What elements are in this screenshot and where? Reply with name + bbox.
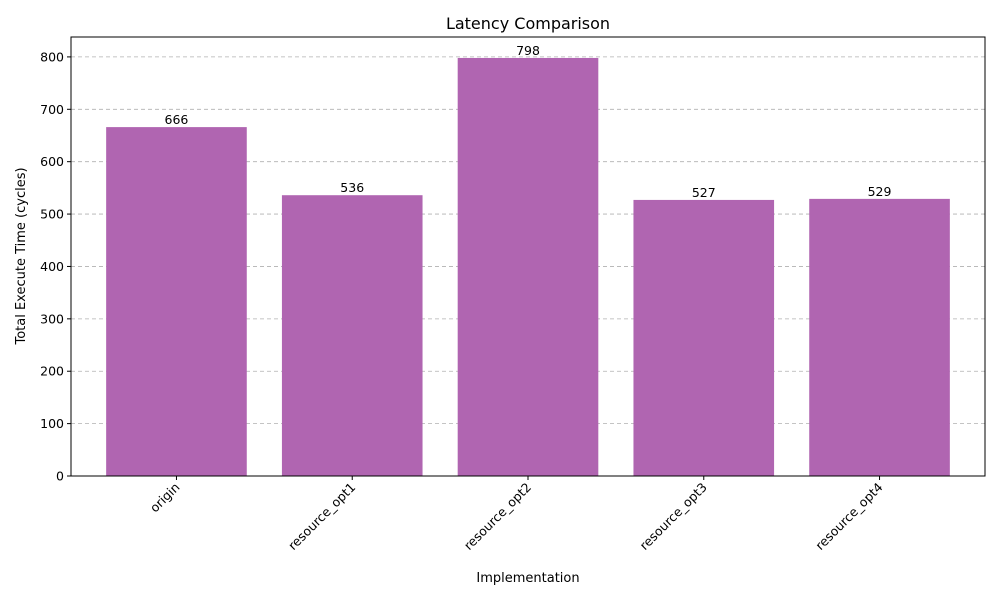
y-tick-label: 500 (40, 207, 64, 222)
data-label-resource_opt2: 798 (516, 43, 540, 58)
x-tick-label-resource_opt4: resource_opt4 (812, 479, 885, 552)
data-label-resource_opt4: 529 (868, 184, 892, 199)
bar-origin (106, 127, 247, 476)
x-tick-label-resource_opt1: resource_opt1 (285, 480, 358, 553)
bar-resource_opt2 (457, 57, 599, 477)
data-label-resource_opt1: 536 (340, 180, 364, 195)
x-axis-label: Implementation (476, 571, 579, 586)
y-tick-label: 0 (56, 469, 64, 484)
data-labels: 666 536 798 527 529 (165, 43, 892, 200)
y-tick-label: 300 (40, 311, 64, 326)
bar-resource_opt4 (809, 198, 950, 476)
data-label-origin: 666 (165, 112, 189, 127)
x-axis-ticks: origin resource_opt1 resource_opt2 resource… (147, 476, 886, 553)
data-label-resource_opt3: 527 (692, 185, 716, 200)
y-tick-label: 400 (40, 259, 64, 274)
x-tick-label-origin: origin (147, 480, 183, 516)
bars (106, 57, 950, 477)
x-tick-label-resource_opt2: resource_opt2 (461, 480, 534, 553)
bar-resource_opt3 (633, 199, 775, 477)
y-tick-label: 600 (40, 154, 64, 169)
bar-resource_opt1 (281, 195, 423, 476)
y-axis-ticks: 0 100 200 300 400 500 600 700 800 (40, 49, 71, 484)
y-tick-label: 100 (40, 416, 64, 431)
plot-frame (70, 36, 986, 477)
y-tick-label: 800 (40, 49, 64, 64)
y-tick-label: 700 (40, 102, 64, 117)
y-tick-label: 200 (40, 364, 64, 379)
chart-title: Latency Comparison (446, 14, 610, 33)
y-axis-label: Total Execute Time (cycles) (14, 167, 29, 345)
x-tick-label-resource_opt3: resource_opt3 (637, 480, 710, 553)
